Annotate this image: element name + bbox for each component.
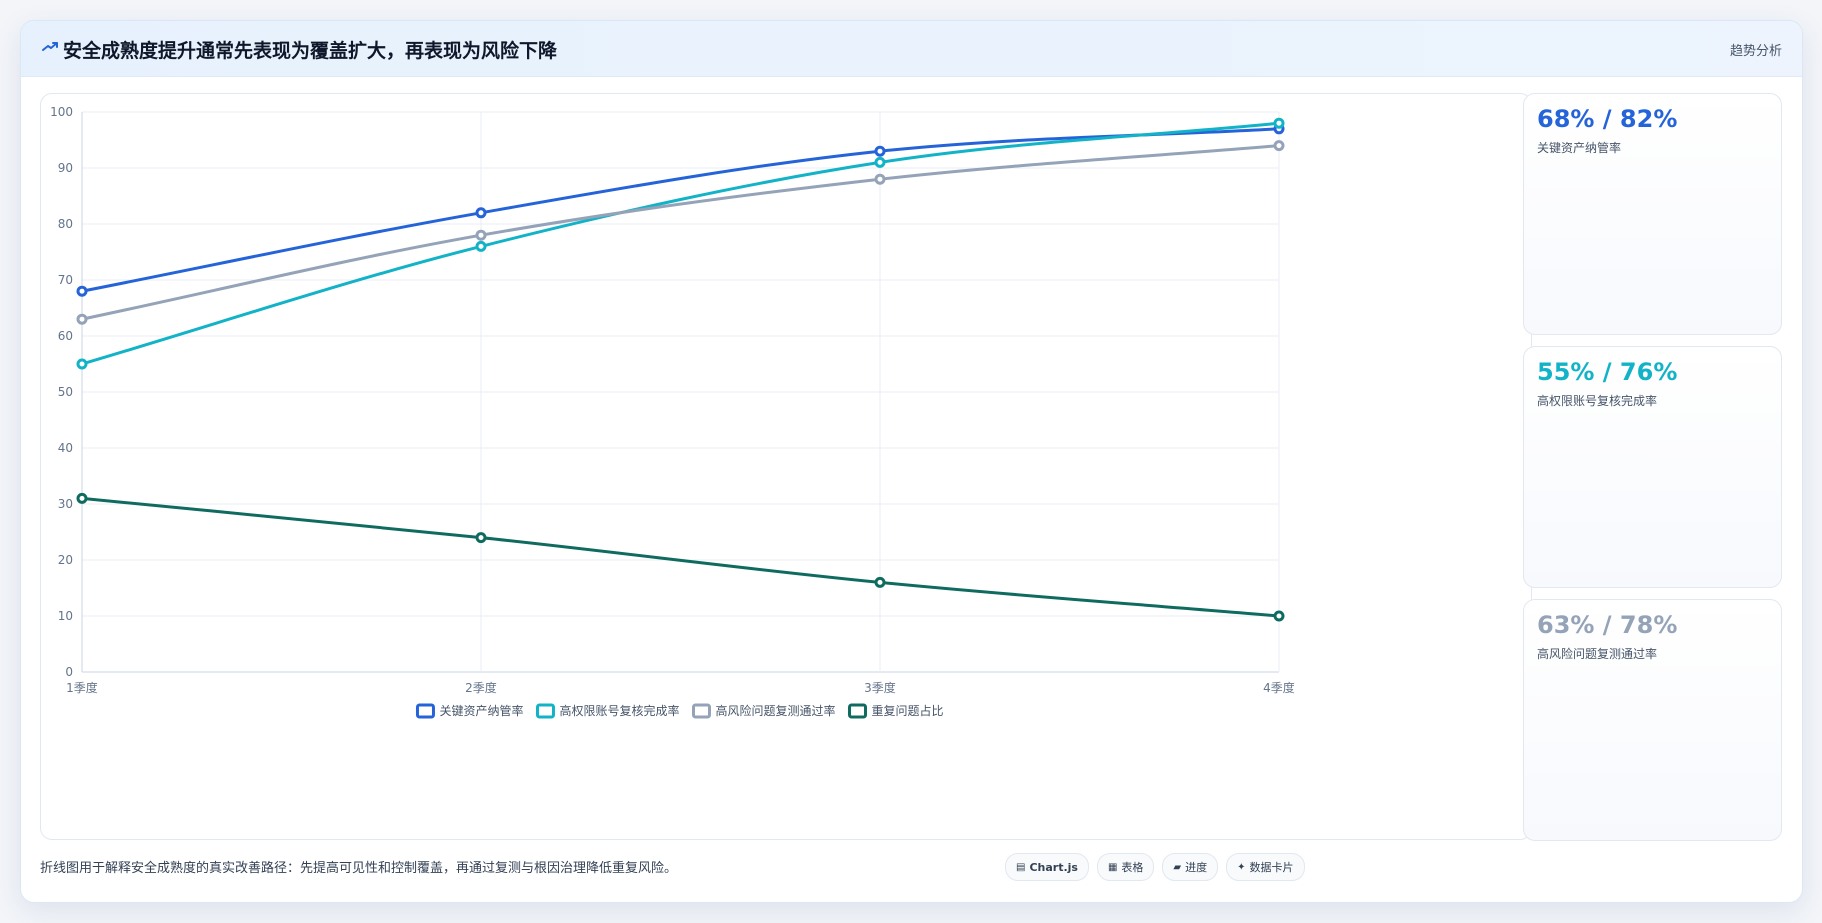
data-point [76, 358, 88, 370]
table-icon: ▦ [1107, 861, 1118, 873]
chip-progress[interactable]: ▰ 进度 [1162, 853, 1219, 881]
line-chart: 0 10 20 30 40 50 60 70 80 90 100 1季度 2季度 3季度 4季度关键资产纳管… [50, 105, 1295, 719]
chart-footnote: 折线图用于解释安全成熟度的真实改善路径：先提高可见性和控制覆盖，再通过复测与根因… [40, 861, 678, 876]
data-point [874, 145, 886, 157]
series-line-1 [80, 127, 1281, 293]
page-title: 安全成熟度提升通常先表现为覆盖扩大，再表现为风险下降 [63, 40, 558, 62]
sparkle-icon: ✦ [1237, 861, 1246, 873]
y-tick-label: 90 [58, 161, 73, 175]
legend-swatch [848, 703, 868, 719]
y-tick-label: 10 [58, 609, 73, 623]
y-tick-label: 60 [58, 329, 73, 343]
data-point [76, 492, 88, 504]
y-tick-label: 0 [65, 665, 73, 679]
y-tick-label: 20 [58, 553, 73, 567]
chip-label: 表格 [1121, 861, 1144, 874]
kpi-value: 55% / 76% [1537, 358, 1678, 386]
data-point [475, 229, 487, 241]
legend-swatch [535, 703, 555, 719]
card-header: 安全成熟度提升通常先表现为覆盖扩大，再表现为风险下降 趋势分析 [21, 21, 1802, 77]
data-point [76, 313, 88, 325]
chip-chartjs[interactable]: ▤ Chart.js [1005, 853, 1089, 881]
kpi-label: 关键资产纳管率 [1537, 141, 1622, 155]
kpi-value: 63% / 78% [1537, 611, 1678, 639]
data-point [874, 173, 886, 185]
kpi-label: 高权限账号复核完成率 [1537, 394, 1658, 408]
series-line-4 [80, 496, 1281, 618]
chart-card: 安全成熟度提升通常先表现为覆盖扩大，再表现为风险下降 趋势分析 0 10 20 30 4… [20, 20, 1803, 903]
y-tick-label: 70 [58, 273, 73, 287]
format-chips: ▤ Chart.js ▦ 表格 ▰ 进度 ✦ 数据卡片 [1005, 853, 1305, 881]
trend-line-icon [42, 42, 58, 51]
legend-swatch [692, 703, 711, 719]
x-tick-label: 3季度 [864, 680, 896, 695]
legend-label: 高风险问题复测通过率 [716, 703, 836, 718]
kpi-label: 高风险问题复测通过率 [1537, 647, 1658, 661]
chip-table[interactable]: ▦ 表格 [1096, 853, 1155, 881]
data-point [475, 207, 487, 219]
progress-icon: ▰ [1173, 861, 1182, 873]
kpi-card-retest-pass: 63% / 78% 高风险问题复测通过率 [1523, 599, 1782, 841]
chip-label: Chart.js [1029, 860, 1078, 874]
data-point [874, 156, 886, 168]
y-tick-label: 30 [58, 497, 73, 511]
data-point [1273, 610, 1285, 622]
chart-icon: ▤ [1016, 861, 1026, 873]
data-point [475, 532, 487, 544]
chip-label: 数据卡片 [1249, 861, 1294, 874]
chip-label: 进度 [1185, 861, 1208, 874]
data-point [1273, 140, 1285, 152]
series-line-2 [80, 121, 1281, 366]
data-point [76, 285, 88, 297]
y-tick-label: 40 [58, 441, 73, 455]
data-point [874, 576, 886, 588]
kpi-value: 68% / 82% [1537, 105, 1678, 133]
x-tick-label: 2季度 [465, 680, 497, 695]
legend-swatch [415, 703, 435, 719]
kpi-card-privileged-review: 55% / 76% 高权限账号复核完成率 [1523, 346, 1782, 588]
analysis-tag: 趋势分析 [1729, 44, 1782, 59]
data-point [1273, 117, 1285, 129]
kpi-card-asset-coverage: 68% / 82% 关键资产纳管率 [1523, 93, 1782, 335]
y-tick-label: 80 [58, 217, 73, 231]
line-chart-panel: 0 10 20 30 40 50 60 70 80 90 100 1季度 2季度 3季度 4季度关键资产纳管… [40, 93, 1532, 840]
data-point [475, 240, 487, 252]
x-tick-label: 1季度 [66, 680, 98, 695]
y-tick-label: 100 [50, 105, 73, 119]
chip-data-card[interactable]: ✦ 数据卡片 [1226, 853, 1305, 881]
x-tick-label: 4季度 [1263, 680, 1295, 695]
legend-label: 重复问题占比 [872, 703, 944, 718]
y-tick-label: 50 [58, 385, 73, 399]
legend-label: 关键资产纳管率 [439, 703, 523, 718]
series-line-3 [80, 144, 1281, 321]
legend-label: 高权限账号复核完成率 [559, 703, 679, 718]
